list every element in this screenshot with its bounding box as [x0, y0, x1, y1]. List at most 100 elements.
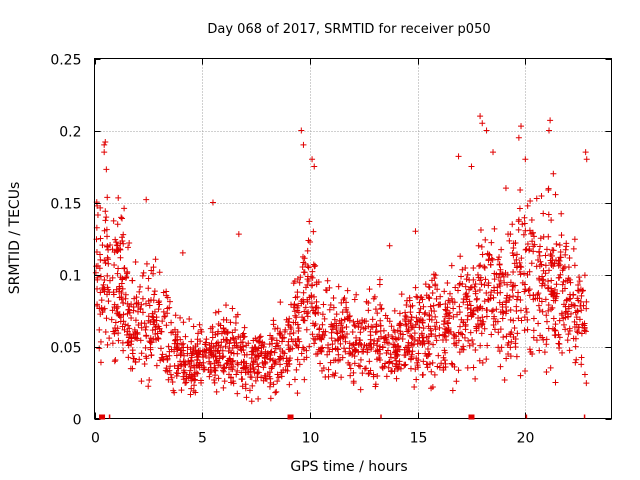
data-point [436, 332, 443, 339]
data-point [158, 354, 165, 361]
data-point [538, 261, 545, 268]
data-point [234, 360, 241, 367]
data-point [432, 272, 439, 279]
data-point [521, 220, 528, 227]
data-point [180, 369, 187, 376]
data-point [271, 349, 278, 356]
data-point [497, 363, 504, 370]
data-point [232, 320, 239, 327]
data-point [497, 270, 504, 277]
data-point [560, 301, 567, 308]
data-point [403, 302, 410, 308]
data-point [576, 274, 583, 281]
data-point [138, 378, 145, 385]
data-point [115, 337, 122, 344]
data-point [413, 355, 420, 362]
data-point [186, 315, 193, 322]
data-point [574, 329, 581, 336]
data-point [252, 335, 259, 342]
data-point [250, 364, 257, 371]
data-point [543, 312, 550, 319]
data-point [365, 299, 372, 306]
data-point [367, 332, 374, 339]
data-point [393, 357, 400, 364]
data-point [309, 268, 316, 275]
data-point [219, 347, 226, 354]
data-point [101, 149, 108, 156]
data-point [329, 371, 336, 378]
data-point [162, 313, 169, 320]
data-point [345, 359, 352, 366]
data-point [416, 299, 423, 306]
data-point [147, 339, 154, 346]
data-point [299, 344, 306, 351]
data-point [97, 338, 104, 345]
data-point [173, 352, 180, 359]
data-point [491, 287, 498, 294]
data-point [457, 323, 464, 330]
data-point [487, 292, 494, 299]
data-point [422, 309, 429, 316]
data-point [429, 289, 436, 296]
data-point [125, 244, 132, 251]
data-point [255, 363, 262, 370]
data-point [191, 362, 198, 369]
data-point [178, 341, 185, 348]
data-point [517, 307, 524, 314]
data-point [409, 335, 416, 342]
data-point [325, 341, 332, 348]
data-point [572, 359, 579, 366]
data-point [378, 306, 385, 313]
data-point [582, 149, 589, 156]
data-point [557, 249, 564, 256]
data-point [407, 309, 414, 316]
data-point [518, 123, 525, 130]
data-point [330, 357, 337, 364]
data-point [507, 306, 514, 313]
data-point [229, 334, 236, 341]
data-point [441, 347, 448, 354]
data-point [460, 319, 467, 326]
data-point [324, 277, 331, 284]
data-point [256, 338, 263, 345]
data-point [312, 336, 319, 343]
data-point [522, 156, 529, 163]
data-point [353, 334, 360, 341]
data-point [294, 336, 301, 343]
data-point [386, 318, 393, 325]
data-point [365, 342, 372, 349]
data-point [474, 295, 481, 302]
data-point [465, 337, 472, 344]
data-point [119, 285, 126, 292]
data-point [462, 326, 469, 333]
data-point [440, 354, 447, 361]
data-point [574, 287, 581, 294]
data-point [120, 240, 127, 247]
data-point [545, 267, 552, 274]
data-point [388, 323, 395, 330]
data-point [94, 285, 101, 292]
data-point [372, 381, 379, 388]
data-point [122, 321, 129, 328]
data-point [313, 298, 320, 305]
data-point [124, 328, 131, 335]
data-point [211, 376, 218, 383]
data-point [358, 342, 365, 349]
data-point [274, 325, 281, 332]
data-point [196, 321, 203, 328]
data-point [164, 356, 171, 363]
data-point [173, 372, 180, 379]
data-point [373, 342, 380, 349]
data-point [272, 389, 279, 396]
data-point [526, 227, 533, 234]
data-point [442, 301, 449, 308]
data-point [298, 127, 305, 134]
data-point [423, 292, 430, 299]
data-point [454, 287, 461, 294]
data-point [300, 269, 307, 276]
data-point [479, 251, 486, 258]
data-point [495, 329, 502, 336]
data-point [356, 337, 363, 344]
data-point [494, 289, 501, 296]
data-point [392, 349, 399, 356]
